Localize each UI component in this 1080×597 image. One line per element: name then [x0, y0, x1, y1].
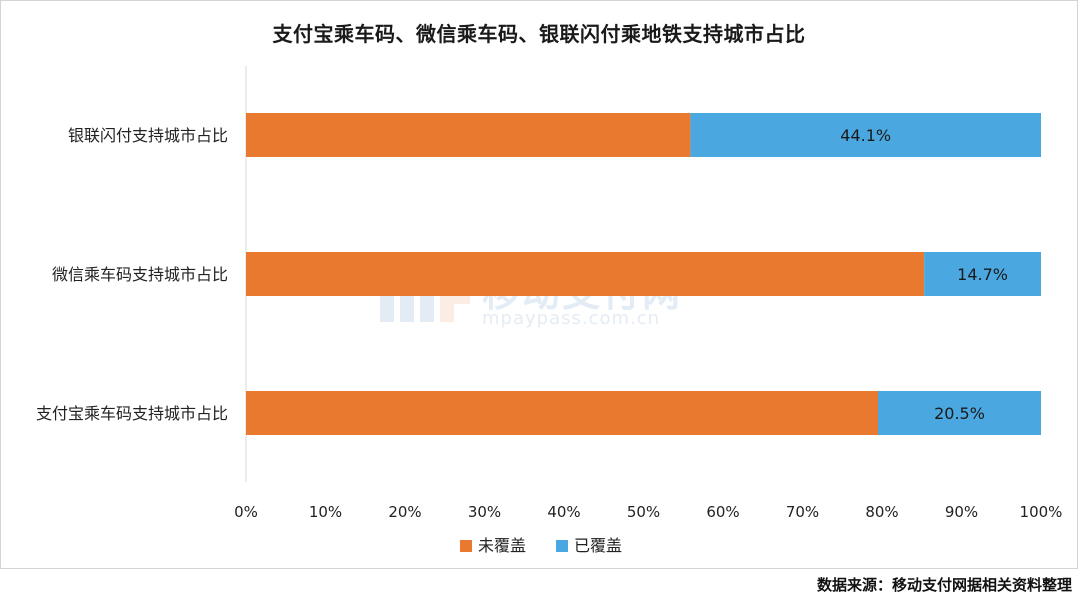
- bar-uncovered: [246, 252, 925, 296]
- data-label: 44.1%: [840, 126, 891, 145]
- source-note: 数据来源：移动支付网据相关资料整理: [816, 576, 1072, 594]
- x-tick-label: 90%: [945, 503, 978, 521]
- category-label: 银联闪付支持城市占比: [68, 126, 228, 145]
- legend-label: 已覆盖: [574, 536, 622, 555]
- bar-uncovered: [246, 391, 879, 435]
- x-tick-label: 80%: [865, 503, 898, 521]
- chart-title: 支付宝乘车码、微信乘车码、银联闪付乘地铁支持城市占比: [272, 22, 806, 46]
- data-label: 14.7%: [957, 265, 1008, 284]
- category-label: 支付宝乘车码支持城市占比: [36, 404, 228, 423]
- x-tick-label: 0%: [234, 503, 258, 521]
- legend-swatch-covered: [556, 540, 568, 552]
- x-tick-label: 50%: [627, 503, 660, 521]
- x-tick-label: 30%: [468, 503, 501, 521]
- x-tick-label: 60%: [706, 503, 739, 521]
- x-tick-label: 40%: [547, 503, 580, 521]
- bar-covered: [878, 391, 1041, 435]
- data-label: 20.5%: [934, 404, 985, 423]
- x-tick-label: 10%: [309, 503, 342, 521]
- x-tick-label: 70%: [786, 503, 819, 521]
- stacked-bar-chart: 银联闪付支持城市占比 44.1% 微信乘车码支持城市占比 14.7% 支付宝乘车码支持城…: [36, 66, 1063, 555]
- category-label: 微信乘车码支持城市占比: [52, 265, 228, 284]
- x-tick-label: 100%: [1020, 503, 1063, 521]
- legend-label: 未覆盖: [478, 536, 526, 555]
- bar-covered: [924, 252, 1041, 296]
- bar-uncovered: [246, 113, 691, 157]
- bar-covered: [690, 113, 1041, 157]
- x-tick-label: 20%: [388, 503, 421, 521]
- legend-swatch-uncovered: [460, 540, 472, 552]
